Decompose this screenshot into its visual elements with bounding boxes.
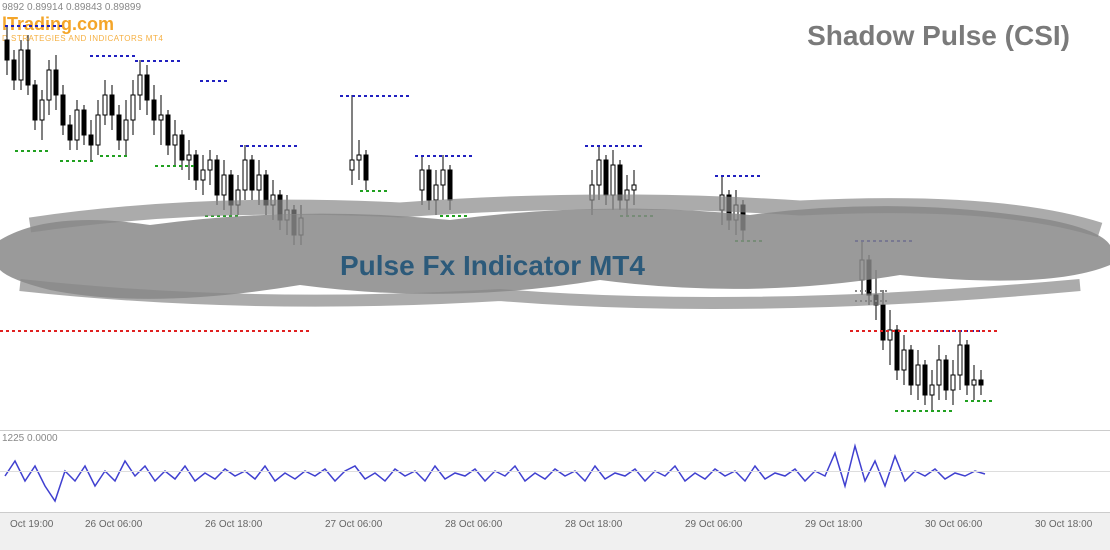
x-axis-label: Oct 19:00 (10, 519, 53, 530)
x-axis-label: 28 Oct 06:00 (445, 519, 502, 530)
title-main: Pulse Fx Indicator MT4 (340, 250, 645, 282)
x-axis-label: 29 Oct 18:00 (805, 519, 862, 530)
indicator-zero-line (0, 471, 1110, 472)
x-axis-label: 26 Oct 06:00 (85, 519, 142, 530)
indicator-panel: 1225 0.0000 (0, 430, 1110, 510)
x-axis-label: 30 Oct 06:00 (925, 519, 982, 530)
x-axis-label: 28 Oct 18:00 (565, 519, 622, 530)
indicator-label: 1225 0.0000 (2, 433, 58, 444)
x-axis-label: 29 Oct 06:00 (685, 519, 742, 530)
x-axis-label: 30 Oct 18:00 (1035, 519, 1092, 530)
x-axis-label: 27 Oct 06:00 (325, 519, 382, 530)
x-axis-label: 26 Oct 18:00 (205, 519, 262, 530)
x-axis: Oct 19:00 26 Oct 06:00 26 Oct 18:00 27 Oct … (0, 512, 1110, 550)
main-chart: 9892 0.89914 0.89843 0.89899 lTrading.co… (0, 0, 1110, 430)
